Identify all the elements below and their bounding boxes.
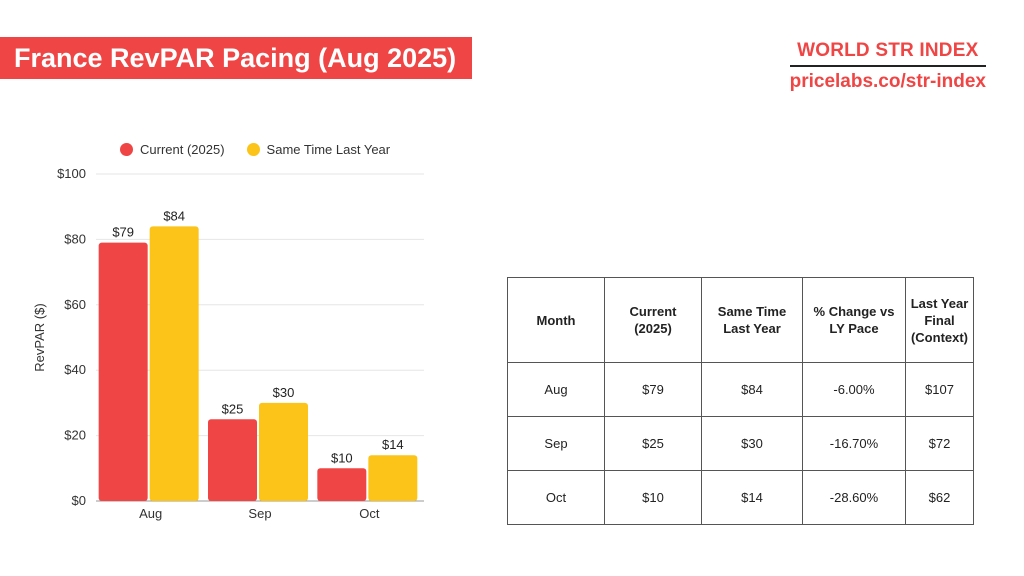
table-cell: $25 — [604, 416, 702, 471]
legend-label-current: Current (2025) — [140, 142, 225, 157]
bar — [149, 226, 199, 501]
y-tick-label: $100 — [57, 166, 86, 181]
table-row: Sep $25 $30 -16.70% $72 — [507, 416, 974, 471]
table-cell: $10 — [604, 470, 702, 525]
bar — [208, 419, 257, 501]
table-row: Oct $10 $14 -28.60% $62 — [507, 470, 974, 525]
bar — [98, 242, 148, 502]
header-current-line1: Current — [629, 304, 677, 319]
table-cell: $14 — [701, 470, 803, 525]
header-same-time-line1: Same Time — [717, 304, 787, 319]
table-cell: $72 — [905, 416, 974, 471]
chart-legend: Current (2025) Same Time Last Year — [120, 142, 412, 157]
table-cell: Aug — [507, 362, 605, 417]
table-cell: $84 — [701, 362, 803, 417]
table-cell: -6.00% — [802, 362, 906, 417]
revpar-bar-chart: $0 $20 $40 $60 $80 $100 RevPAR ($) $79 $84 Aug $25… — [32, 166, 424, 521]
header-pct-change-line1: % Change vs — [813, 304, 895, 319]
y-tick-label: $60 — [64, 297, 86, 312]
table-cell: -16.70% — [802, 416, 906, 471]
brand-name: WORLD STR INDEX — [789, 40, 986, 67]
header-last-year-final-line2: (Context) — [910, 329, 969, 345]
table-header-row: Month Current (2025) Same Time Last Year %… — [507, 277, 974, 363]
table-cell: $107 — [905, 362, 974, 417]
legend-swatch-current — [120, 143, 133, 156]
brand-block: WORLD STR INDEX pricelabs.co/str-index — [789, 40, 986, 93]
pacing-table: Month Current (2025) Same Time Last Year %… — [507, 277, 974, 525]
bar — [259, 402, 308, 501]
data-label: $25 — [222, 401, 244, 416]
table-cell: -28.60% — [802, 470, 906, 525]
y-tick-label: $20 — [64, 428, 86, 443]
header-current: Current (2025) — [604, 277, 702, 363]
header-same-time-line2: Last Year — [723, 321, 781, 336]
data-label: $14 — [382, 437, 404, 452]
legend-item-last-year: Same Time Last Year — [246, 142, 391, 157]
header-last-year-final-line1: Last Year Final — [910, 295, 969, 328]
header-month: Month — [507, 277, 605, 363]
legend-label-last-year: Same Time Last Year — [266, 142, 391, 157]
table-cell: $30 — [701, 416, 803, 471]
x-tick-label: Sep — [248, 506, 271, 521]
data-label: $79 — [112, 225, 134, 240]
table-cell: Sep — [507, 416, 605, 471]
table-cell: Oct — [507, 470, 605, 525]
header-month-line1: Month — [536, 312, 576, 328]
table-row: Aug $79 $84 -6.00% $107 — [507, 362, 974, 417]
x-tick-label: Aug — [139, 506, 162, 521]
header-last-year-final: Last Year Final (Context) — [905, 277, 974, 363]
legend-swatch-last-year — [246, 143, 260, 156]
y-tick-label: $80 — [64, 231, 86, 246]
y-axis-label: RevPAR ($) — [32, 303, 47, 371]
data-label: $84 — [163, 208, 185, 223]
page-title: France RevPAR Pacing (Aug 2025) — [0, 37, 472, 79]
brand-url[interactable]: pricelabs.co/str-index — [789, 71, 986, 92]
header-current-line2: (2025) — [634, 321, 672, 336]
table-cell: $79 — [604, 362, 702, 417]
table-cell: $62 — [905, 470, 974, 525]
y-tick-label: $0 — [72, 493, 86, 508]
legend-item-current: Current (2025) — [120, 142, 225, 157]
header-same-time: Same Time Last Year — [701, 277, 803, 363]
x-tick-label: Oct — [359, 506, 380, 521]
header-pct-change-line2: LY Pace — [829, 321, 879, 336]
data-label: $10 — [331, 450, 353, 465]
bar — [317, 468, 367, 501]
y-tick-label: $40 — [64, 362, 86, 377]
data-label: $30 — [273, 385, 295, 400]
bar — [368, 455, 418, 501]
header-pct-change: % Change vs LY Pace — [802, 277, 906, 363]
